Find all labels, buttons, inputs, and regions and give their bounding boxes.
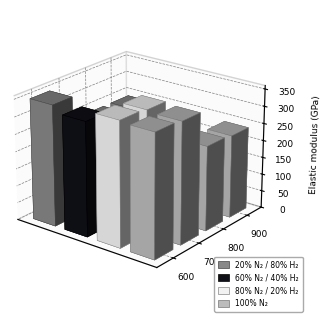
Y-axis label: Temperature (°C): Temperature (°C) (216, 261, 288, 307)
Legend: 20% N₂ / 80% H₂, 60% N₂ / 40% H₂, 80% N₂ / 20% H₂, 100% N₂: 20% N₂ / 80% H₂, 60% N₂ / 40% H₂, 80% N₂… (214, 256, 303, 312)
